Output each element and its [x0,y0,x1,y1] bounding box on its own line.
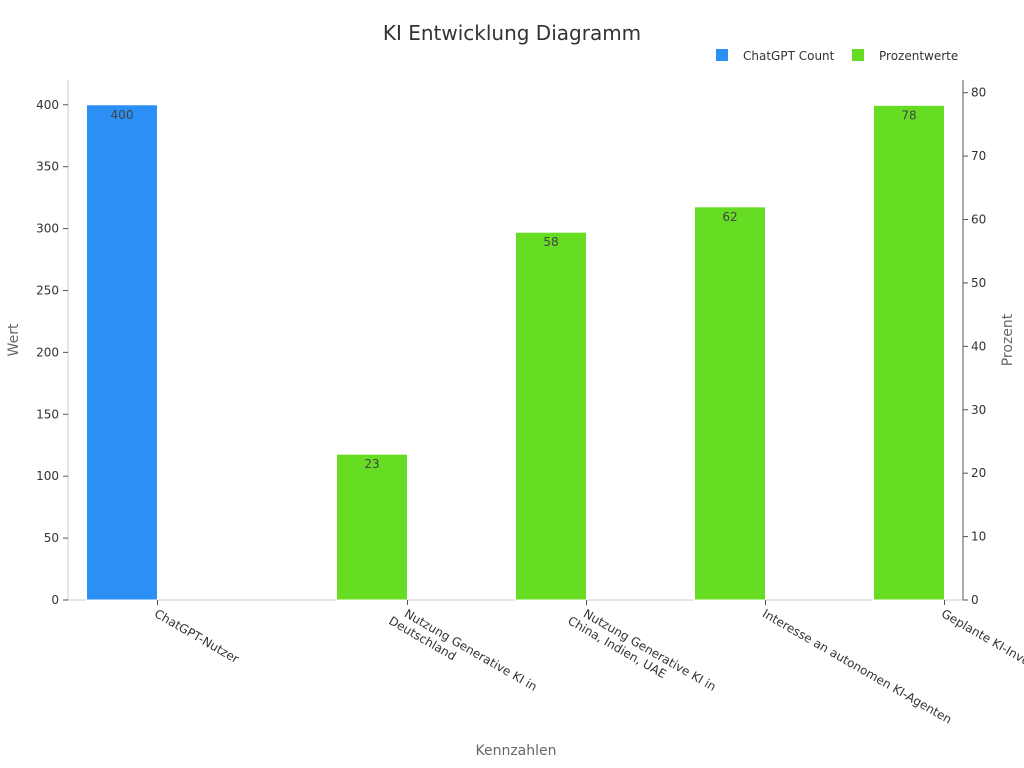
left-axis-ticks: 0 50 100 150 200 250 300 350 400 [36,98,68,607]
y2-axis-title: Prozent [1000,313,1016,366]
bar-value-label: 23 [364,457,379,471]
bar-labels: 400 23 58 62 78 [111,108,917,471]
y-tick-label: 250 [36,283,59,297]
y2-tick-label: 70 [971,149,986,163]
x-tick-label: Geplante KI-Investitionen [939,606,1024,694]
y2-tick-label: 0 [971,593,979,607]
y-tick-label: 50 [44,531,59,545]
y2-tick-label: 50 [971,276,986,290]
y-tick-label: 400 [36,98,59,112]
x-axis-labels: ChatGPT-Nutzer Nutzung Generative KI inDe… [152,600,1024,727]
y-tick-label: 300 [36,222,59,236]
bar [873,104,945,601]
x-axis-title: Kennzahlen [475,743,556,759]
y2-tick-label: 10 [971,530,986,544]
y2-tick-label: 20 [971,466,986,480]
y2-tick-label: 30 [971,403,986,417]
y-axis-title: Wert [6,323,22,356]
chart-title: KI Entwicklung Diagramm [383,21,641,45]
bars [86,104,945,601]
x-tick-label: Interesse an autonomen KI-Agenten [760,606,954,726]
bar [336,453,408,601]
y2-tick-label: 80 [971,86,986,100]
legend-swatch [716,49,728,61]
y2-tick-label: 60 [971,213,986,227]
bar-value-label: 400 [111,108,134,122]
y-tick-label: 100 [36,469,59,483]
bar [515,231,587,601]
y2-tick-label: 40 [971,339,986,353]
legend: ChatGPT Count Prozentwerte [716,49,958,63]
y-tick-label: 0 [51,593,59,607]
right-axis-ticks: 0 10 20 30 40 50 60 70 80 [963,86,986,607]
y-tick-label: 200 [36,345,59,359]
bar [86,104,158,601]
legend-swatch [852,49,864,61]
x-tick-label: Nutzung Generative KI inDeutschland [386,601,539,706]
x-tick-label: ChatGPT-Nutzer [152,606,241,666]
bar-value-label: 62 [722,210,737,224]
bar-value-label: 78 [901,108,916,122]
legend-label: Prozentwerte [879,49,958,63]
bar [694,206,766,601]
y-tick-label: 350 [36,160,59,174]
x-tick-label: Nutzung Generative KI inChina, Indien, U… [565,601,718,706]
y-tick-label: 150 [36,407,59,421]
legend-label: ChatGPT Count [743,49,835,63]
bar-value-label: 58 [543,235,558,249]
